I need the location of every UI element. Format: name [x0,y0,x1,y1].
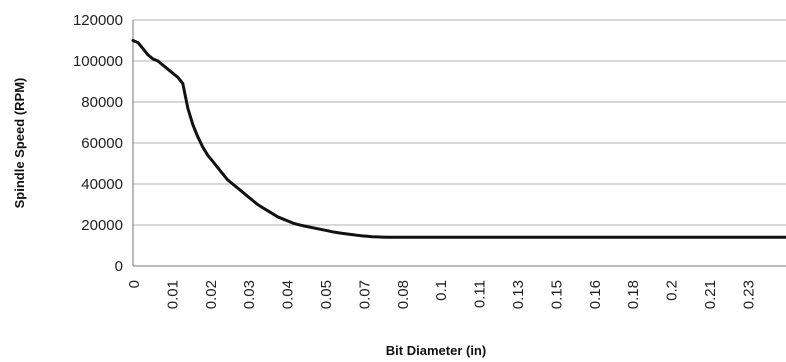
x-tick-label: 0.04 [280,280,297,309]
y-axis-title: Spindle Speed (RPM) [12,78,27,209]
y-tick-label: 0 [115,258,123,275]
x-tick-label: 0.1 [433,280,450,301]
y-tick-label: 80000 [81,94,123,111]
y-tick-label: 40000 [81,176,123,193]
x-tick-label: 0.2 [664,280,681,301]
x-tick-label: 0.05 [318,280,335,309]
x-tick-labels: 0 0.01 0.02 0.03 0.04 0.05 0.07 0.08 0.1 0.11 0.13… [126,280,757,309]
x-axis-title: Bit Diameter (in) [386,343,486,358]
x-tick-label: 0.16 [587,280,604,309]
x-tick-label: 0.21 [702,280,719,309]
y-tick-label: 60000 [81,135,123,152]
series [131,39,786,239]
y-tick-label: 100000 [73,53,123,70]
x-tick-label: 0.11 [472,280,489,308]
x-tick-label: 0.01 [164,280,181,309]
x-tick-label: 0.18 [625,280,642,309]
series-line-0 [131,39,786,239]
x-tick-label: 0.02 [203,280,220,309]
x-tick-label: 0.23 [740,280,757,309]
x-tick-label: 0.03 [241,280,258,309]
x-tick-label: 0 [126,280,143,288]
y-tick-label: 20000 [81,217,123,234]
y-tick-labels: 0 20000 40000 60000 80000 100000 120000 [73,12,123,275]
x-tick-label: 0.15 [548,280,565,309]
x-tick-label: 0.08 [395,280,412,309]
x-tick-label: 0.07 [356,280,373,309]
gridlines [133,19,786,226]
y-tick-label: 120000 [73,12,123,29]
axes [132,20,786,267]
x-tick-label: 0.13 [510,280,527,309]
